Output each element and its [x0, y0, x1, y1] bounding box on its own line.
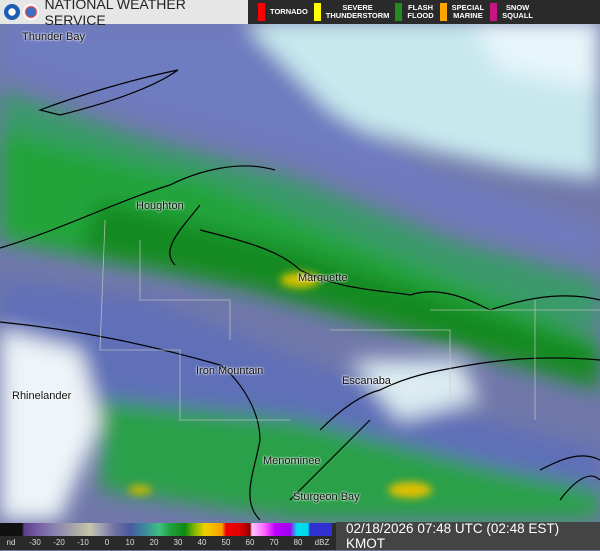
city-marquette: Marquette: [298, 272, 348, 284]
site-title: NATIONAL WEATHER SERVICE: [44, 0, 186, 28]
swatch: [395, 3, 403, 21]
nws-logo-icon: [22, 4, 39, 20]
legend-snow-squall: SNOW SQUALL: [490, 3, 533, 21]
colorbar-tick-label: 40: [197, 538, 207, 547]
colorbar-tick-label: dBZ: [314, 538, 330, 547]
city-iron-mountain: Iron Mountain: [196, 365, 264, 377]
swatch: [313, 3, 321, 21]
city-escanaba: Escanaba: [342, 375, 391, 387]
colorbar-tick-label: -20: [53, 538, 65, 547]
colorbar-tick-label: 0: [104, 538, 110, 547]
swatch: [490, 3, 498, 21]
legend-label: TORNADO: [270, 7, 308, 16]
city-houghton: Houghton: [136, 200, 184, 212]
legend-severe-thunderstorm: SEVERE THUNDERSTORM: [313, 3, 390, 21]
colorbar-gradient: [0, 523, 332, 536]
legend-label: SNOW SQUALL: [502, 3, 534, 20]
legend-special-marine: SPECIAL MARINE: [439, 3, 485, 21]
timestamp: 02/18/2026 07:48 UTC (02:48 EST) KMOT: [336, 521, 600, 551]
city-sturgeon-bay: Sturgeon Bay: [293, 491, 360, 503]
colorbar-tick-label: -30: [29, 538, 41, 547]
legend-label: SPECIAL MARINE: [451, 3, 485, 20]
reflectivity-colorbar: nd -30 -20 -10 0 10 20 30 40 50 60 70 80 dBZ: [0, 523, 336, 550]
swatch: [258, 3, 265, 21]
legend-tornado: TORNADO: [258, 3, 308, 21]
warning-legend: TORNADO SEVERE THUNDERSTORM FLASH FLOOD …: [248, 0, 600, 24]
colorbar-tick-label: 50: [221, 538, 231, 547]
city-menominee: Menominee: [263, 455, 321, 467]
colorbar-tick-label: 20: [149, 538, 159, 547]
colorbar-tick-label: 80: [293, 538, 303, 547]
noaa-logo-icon: [4, 4, 20, 20]
brand: NATIONAL WEATHER SERVICE: [0, 0, 248, 28]
swatch: [439, 3, 447, 21]
legend-label: FLASH FLOOD: [407, 3, 434, 20]
colorbar-tick-label: 60: [245, 538, 255, 547]
header-bar: NATIONAL WEATHER SERVICE TORNADO SEVERE …: [0, 0, 600, 28]
legend-flash-flood: FLASH FLOOD: [395, 3, 434, 21]
colorbar-ticks: nd -30 -20 -10 0 10 20 30 40 50 60 70 80 dBZ: [0, 537, 336, 550]
city-thunder-bay: Thunder Bay: [22, 31, 85, 43]
city-rhinelander: Rhinelander: [12, 390, 72, 402]
legend-label: SEVERE THUNDERSTORM: [325, 3, 390, 20]
colorbar-tick-label: 10: [125, 538, 135, 547]
colorbar-tick-label: 30: [173, 538, 183, 547]
colorbar-tick-label: -10: [77, 538, 89, 547]
colorbar-tick-label: 70: [269, 538, 279, 547]
colorbar-tick-label: nd: [6, 538, 16, 547]
